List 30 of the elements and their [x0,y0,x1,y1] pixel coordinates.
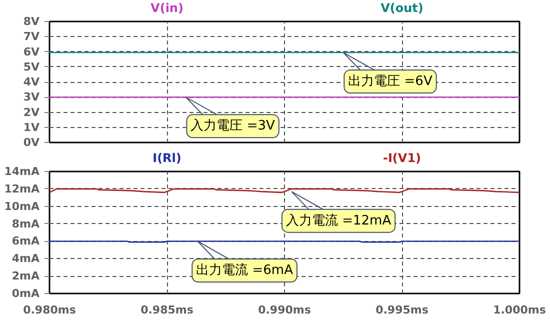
y-tick-label: 14mA [4,165,40,178]
x-tick-label: 0.985ms [140,304,194,316]
text: V(in) [150,1,184,16]
x-tick-label: 0.995ms [376,304,429,316]
y-tick-label: 3V [23,90,40,104]
text: V(out) [380,1,424,16]
y-tick-label: 1V [23,120,40,134]
y-tick-label: 4mA [12,252,40,266]
text: I(Rl) [152,151,182,166]
x-tick-label: 1.000ms [493,304,546,316]
y-tick-label: 6V [23,45,40,58]
annotation: 入力電圧 =3V [190,118,275,134]
y-tick-label: 10mA [4,200,40,213]
annotation: 出力電流 =6mA [196,262,294,278]
y-tick-label: 8V [23,15,40,28]
y-tick-label: 0V [23,136,40,149]
annotation: 出力電圧 =6V [348,74,432,90]
y-tick-label: 6mA [12,234,40,248]
y-tick-label: 5V [23,60,40,74]
y-tick-label: 2V [23,106,40,119]
series-label: -I(V1) [382,151,422,166]
x-tick-label: 0.990ms [258,304,312,316]
x-tick-label: 0.980ms [23,304,76,316]
y-tick-label: 2mA [12,270,40,283]
y-tick-label: 4V [23,76,40,88]
y-tick-label: 8mA [12,217,40,230]
y-tick-label: 12mA [4,182,40,196]
y-tick-label: 0mA [12,287,40,300]
annotation: 入力電流 =12mA [286,212,392,228]
y-tick-label: 7V [23,30,40,44]
